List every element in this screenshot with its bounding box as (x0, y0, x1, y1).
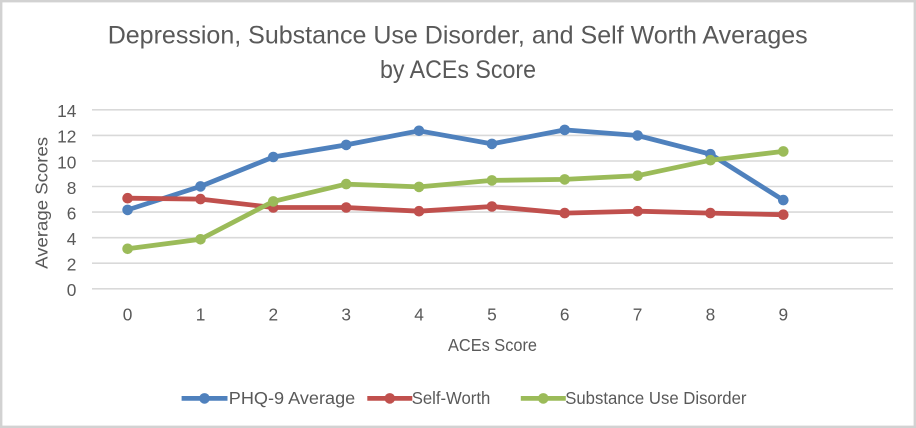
svg-text:12: 12 (57, 127, 76, 147)
svg-text:ACEs Score: ACEs Score (448, 335, 537, 355)
svg-text:PHQ-9 Average: PHQ-9 Average (229, 388, 355, 408)
svg-text:2: 2 (67, 255, 77, 275)
svg-text:4: 4 (414, 305, 424, 325)
svg-text:7: 7 (633, 305, 643, 325)
svg-text:Depression, Substance Use Diso: Depression, Substance Use Disorder, and … (108, 22, 808, 50)
svg-text:5: 5 (487, 305, 497, 325)
svg-text:Average Scores: Average Scores (32, 137, 52, 269)
svg-text:8: 8 (706, 305, 716, 325)
svg-text:10: 10 (57, 152, 76, 172)
svg-text:6: 6 (560, 305, 570, 325)
svg-text:14: 14 (57, 101, 77, 121)
svg-text:by ACEs Score: by ACEs Score (380, 56, 536, 84)
svg-text:0: 0 (123, 305, 133, 325)
svg-text:9: 9 (778, 305, 788, 325)
svg-text:0: 0 (67, 280, 77, 300)
svg-text:4: 4 (67, 229, 77, 249)
svg-text:Substance Use Disorder: Substance Use Disorder (565, 388, 747, 408)
svg-text:2: 2 (268, 305, 278, 325)
svg-text:Self-Worth: Self-Worth (412, 388, 491, 408)
svg-text:3: 3 (341, 305, 351, 325)
svg-text:8: 8 (67, 178, 77, 198)
svg-text:1: 1 (196, 305, 206, 325)
svg-text:6: 6 (67, 203, 77, 223)
